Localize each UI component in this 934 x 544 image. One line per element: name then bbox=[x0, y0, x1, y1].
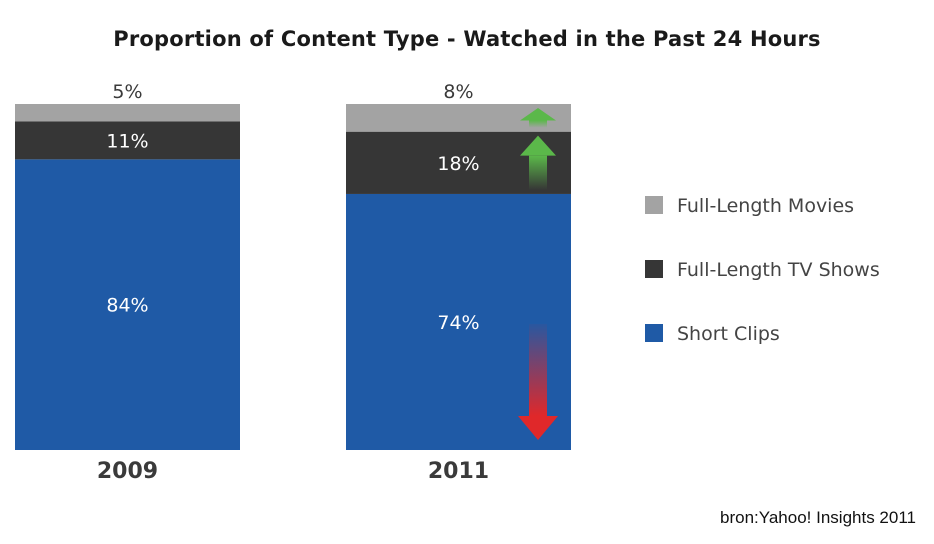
legend-label: Full-Length TV Shows bbox=[677, 259, 880, 281]
legend-swatch bbox=[645, 260, 663, 278]
bar-segment-2009-1 bbox=[15, 121, 240, 160]
legend-swatch bbox=[645, 196, 663, 214]
value-label-2011-1: 18% bbox=[437, 153, 479, 175]
value-label-2011-2: 8% bbox=[443, 81, 473, 103]
value-label-2009-1: 11% bbox=[106, 130, 148, 152]
legend-label: Short Clips bbox=[677, 323, 780, 345]
category-label-2011: 2011 bbox=[428, 459, 489, 484]
legend-item-1: Full-Length TV Shows bbox=[645, 259, 880, 281]
value-label-2009-2: 5% bbox=[112, 81, 142, 103]
source-caption: bron:Yahoo! Insights 2011 bbox=[720, 508, 916, 527]
trend-up-arrow-2 bbox=[520, 108, 556, 128]
trend-up-arrow-1 bbox=[520, 135, 556, 190]
chart-title: Proportion of Content Type - Watched in … bbox=[113, 27, 821, 51]
bar-segment-2009-2 bbox=[15, 104, 240, 122]
trend-down-arrow-0 bbox=[518, 323, 558, 440]
legend-item-0: Full-Length Movies bbox=[645, 195, 854, 217]
legend-label: Full-Length Movies bbox=[677, 195, 854, 217]
legend-item-2: Short Clips bbox=[645, 323, 780, 345]
bar-segment-2009-0 bbox=[15, 159, 240, 451]
value-label-2011-0: 74% bbox=[437, 312, 479, 334]
category-label-2009: 2009 bbox=[97, 459, 158, 484]
value-label-2009-0: 84% bbox=[106, 295, 148, 317]
legend-swatch bbox=[645, 324, 663, 342]
